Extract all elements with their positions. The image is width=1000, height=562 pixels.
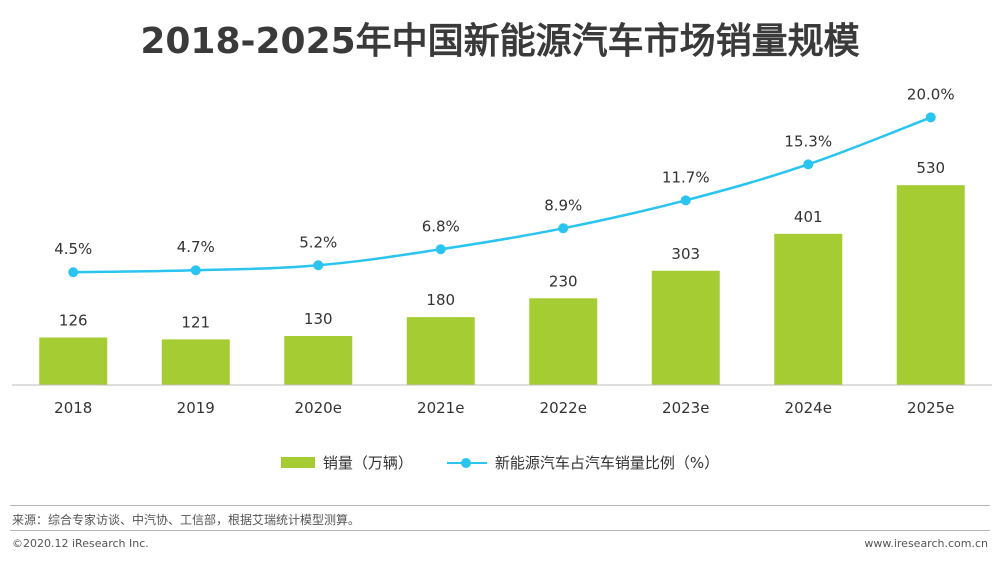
bar-value-label: 530 bbox=[916, 159, 945, 177]
bar-value-label: 126 bbox=[59, 311, 88, 329]
footer-copyright: ©2020.12 iResearch Inc. bbox=[12, 537, 149, 550]
share-point bbox=[680, 195, 691, 206]
share-point bbox=[68, 267, 79, 278]
divider-bottom bbox=[10, 530, 990, 531]
bar bbox=[651, 270, 720, 385]
share-value-label: 8.9% bbox=[544, 196, 582, 214]
share-point bbox=[803, 159, 814, 170]
bar-value-label: 180 bbox=[426, 291, 455, 309]
share-point bbox=[925, 112, 936, 123]
share-point bbox=[435, 244, 446, 255]
bar-value-label: 401 bbox=[794, 208, 823, 226]
bar bbox=[161, 339, 230, 385]
legend-label-share: 新能源汽车占汽车销量比例（%） bbox=[494, 454, 720, 472]
x-tick-label: 2023e bbox=[662, 399, 709, 417]
share-value-label: 15.3% bbox=[784, 132, 832, 150]
footer-website: www.iresearch.com.cn bbox=[864, 537, 988, 550]
bar bbox=[529, 298, 598, 385]
bar bbox=[284, 335, 353, 385]
bar-value-label: 121 bbox=[181, 313, 210, 331]
legend-item-sales: 销量（万辆） bbox=[280, 452, 413, 473]
x-tick-label: 2018 bbox=[54, 399, 92, 417]
chart-title: 2018-2025年中国新能源汽车市场销量规模 bbox=[140, 21, 860, 62]
bar-value-label: 130 bbox=[304, 310, 333, 328]
bar bbox=[774, 233, 843, 385]
x-tick-label: 2024e bbox=[785, 399, 832, 417]
legend-swatch-bar bbox=[280, 457, 315, 468]
share-point bbox=[558, 223, 569, 234]
x-tick-label: 2020e bbox=[295, 399, 342, 417]
x-tick-label: 2021e bbox=[417, 399, 464, 417]
share-point bbox=[313, 260, 324, 271]
share-line bbox=[73, 116, 932, 274]
legend-item-share: 新能源汽车占汽车销量比例（%） bbox=[446, 452, 720, 473]
source-note: 来源：综合专家访谈、中汽协、工信部，根据艾瑞统计模型测算。 bbox=[12, 513, 361, 527]
share-value-label: 5.2% bbox=[299, 233, 337, 251]
legend-swatch-line bbox=[446, 457, 487, 469]
divider-top bbox=[10, 505, 990, 506]
bar-value-label: 230 bbox=[549, 272, 578, 290]
share-value-label: 20.0% bbox=[907, 85, 955, 103]
x-tick-label: 2025e bbox=[907, 399, 954, 417]
legend: 销量（万辆） 新能源汽车占汽车销量比例（%） bbox=[0, 452, 1000, 473]
bar bbox=[896, 185, 965, 385]
bar bbox=[406, 317, 475, 385]
share-value-label: 4.7% bbox=[177, 238, 215, 256]
bar-value-label: 303 bbox=[671, 245, 700, 263]
share-value-label: 6.8% bbox=[422, 217, 460, 235]
legend-label-sales: 销量（万辆） bbox=[322, 454, 413, 472]
share-value-label: 11.7% bbox=[662, 168, 710, 186]
share-point bbox=[190, 265, 201, 276]
x-tick-label: 2022e bbox=[540, 399, 587, 417]
bar bbox=[39, 337, 108, 385]
x-tick-label: 2019 bbox=[177, 399, 215, 417]
share-value-label: 4.5% bbox=[54, 240, 92, 258]
